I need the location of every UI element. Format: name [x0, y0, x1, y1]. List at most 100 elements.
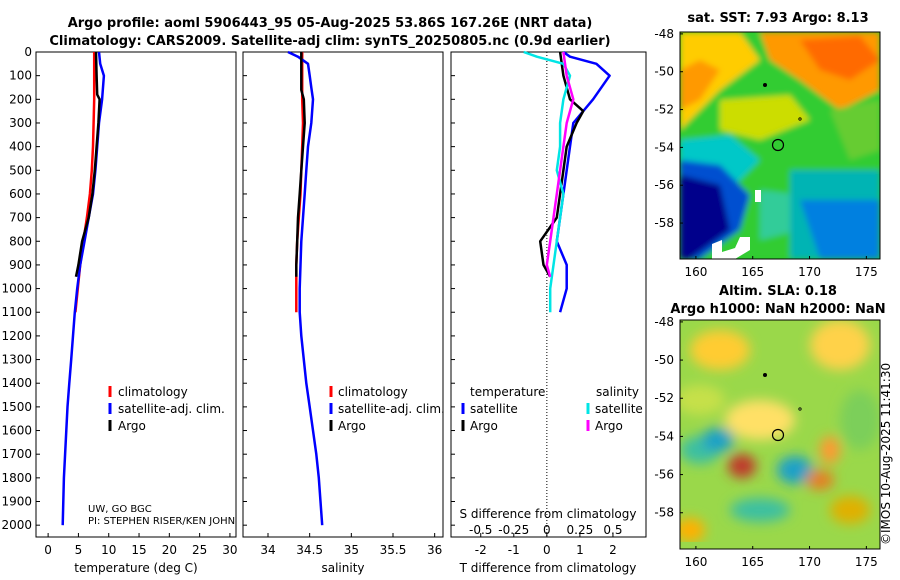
- depth-tick-label: 1700: [1, 447, 32, 461]
- latitude-tick-label: -56: [654, 178, 674, 192]
- x-tick-label: 30: [222, 543, 237, 557]
- legend-label-sal-satellite: satellite: [595, 402, 643, 416]
- s-difference-tick-label: -0.25: [498, 523, 529, 537]
- s-difference-xlabel: S difference from climatology: [460, 507, 637, 521]
- legend-title-salinity: salinity: [596, 385, 639, 399]
- x-tick-label: 10: [101, 543, 116, 557]
- legend-label-climatology: climatology: [338, 385, 408, 399]
- salinity-series: [287, 50, 324, 526]
- latitude-tick-label: -56: [654, 468, 674, 482]
- x-tick-label: 25: [192, 543, 207, 557]
- longitude-tick-label: 160: [684, 265, 707, 279]
- sla-island-marker: [763, 373, 767, 377]
- sla-map-frame: [679, 319, 881, 550]
- x-tick-label: 35.5: [380, 543, 407, 557]
- x-tick-label: 1: [576, 543, 584, 557]
- latitude-tick-label: -52: [654, 103, 674, 117]
- legend-label-temp-satellite: satellite: [470, 402, 518, 416]
- longitude-tick-label: 165: [741, 555, 764, 569]
- depth-tick-label: 500: [9, 163, 32, 177]
- figure-title-line1: Argo profile: aoml 5906443_95 05-Aug-202…: [68, 16, 593, 31]
- salinity-xlabel: salinity: [321, 561, 364, 575]
- difference-legend: temperature salinity satellite Argo sate…: [461, 385, 643, 433]
- temperature-xlabel: temperature (deg C): [74, 561, 197, 575]
- latitude-tick-label: -54: [654, 429, 674, 443]
- s-difference-tick-label: 0.5: [603, 523, 622, 537]
- s-difference-x-axis: -0.5 -0.25 0 0.25 0.5: [469, 523, 622, 537]
- sst-map-longitude-axis: 160 165 170 175: [684, 256, 878, 279]
- series-line-temperature-satellite: [555, 50, 611, 313]
- legend-title-temperature: temperature: [470, 385, 545, 399]
- sla-map-title-line1: Altim. SLA: 0.18: [719, 284, 837, 299]
- latitude-tick-label: -58: [654, 216, 674, 230]
- x-tick-label: 5: [75, 543, 83, 557]
- depth-tick-label: 400: [9, 140, 32, 154]
- depth-tick-label: 1000: [1, 282, 32, 296]
- depth-tick-label: 1900: [1, 495, 32, 509]
- x-tick-label: 34: [260, 543, 275, 557]
- credit-line1: UW, GO BGC: [88, 504, 152, 515]
- longitude-tick-label: 175: [855, 555, 878, 569]
- x-tick-label: 0: [543, 543, 551, 557]
- x-tick-label: 35: [344, 543, 359, 557]
- longitude-tick-label: 160: [684, 555, 707, 569]
- difference-series: [523, 50, 611, 313]
- temperature-series: [61, 51, 106, 526]
- legend-label-satellite: satellite-adj. clim.: [338, 402, 445, 416]
- depth-tick-label: 1300: [1, 353, 32, 367]
- depth-tick-label: 800: [9, 234, 32, 248]
- depth-tick-label: 700: [9, 211, 32, 225]
- latitude-tick-label: -48: [654, 27, 674, 41]
- salinity-legend: climatology satellite-adj. clim. Argo: [329, 385, 445, 433]
- sla-heatmap: [680, 320, 880, 549]
- sla-map-longitude-axis: 160 165 170 175: [684, 546, 878, 569]
- sst-map-title: sat. SST: 7.93 Argo: 8.13: [687, 11, 868, 26]
- sst-profile-marker: [771, 138, 785, 152]
- legend-label-satellite: satellite-adj. clim.: [118, 402, 225, 416]
- depth-axis: 0 100 200 300 400 500 600 700 800 900 1000 1100 1200…: [1, 45, 40, 532]
- t-difference-xlabel: T difference from climatology: [459, 561, 637, 575]
- t-difference-x-axis: -2 -1 0 1 2: [475, 533, 617, 557]
- depth-tick-label: 200: [9, 92, 32, 106]
- latitude-tick-label: -52: [654, 391, 674, 405]
- depth-tick-label: 1500: [1, 400, 32, 414]
- x-tick-label: 36: [427, 543, 442, 557]
- sst-map-panel: sat. SST: 7.93 Argo: 8.13: [654, 11, 881, 279]
- depth-tick-label: 1200: [1, 329, 32, 343]
- salinity-panel: 34 34.5 35 35.5 36 salinity climatology sate…: [242, 50, 445, 575]
- longitude-tick-label: 170: [798, 265, 821, 279]
- s-difference-tick-label: 0.25: [567, 523, 594, 537]
- depth-tick-label: 2000: [1, 518, 32, 532]
- series-line-argo: [295, 52, 306, 277]
- x-tick-label: 15: [131, 543, 146, 557]
- temperature-x-axis: 0 5 10 15 20 25 30: [44, 533, 238, 557]
- series-line-temperature-argo: [538, 51, 585, 278]
- sla-profile-marker: [771, 428, 785, 442]
- legend-label-argo: Argo: [338, 419, 366, 433]
- difference-panel: -2 -1 0 1 2 -0.5 -0.25 0 0.25 0.5 S difference f…: [450, 50, 647, 575]
- depth-tick-label: 0: [24, 45, 32, 59]
- depth-tick-label: 600: [9, 187, 32, 201]
- figure-title-line2: Climatology: CARS2009. Satellite-adj cli…: [49, 34, 610, 49]
- salinity-x-axis: 34 34.5 35 35.5 36: [260, 533, 442, 557]
- depth-tick-label: 1600: [1, 424, 32, 438]
- longitude-tick-label: 165: [741, 265, 764, 279]
- legend-label-sal-argo: Argo: [595, 419, 623, 433]
- difference-axes-frame: [450, 51, 647, 538]
- x-tick-label: -1: [508, 543, 520, 557]
- s-difference-tick-label: 0: [543, 523, 551, 537]
- series-line-argo: [74, 51, 101, 278]
- depth-tick-label: 1800: [1, 471, 32, 485]
- depth-tick-label: 900: [9, 258, 32, 272]
- imos-timestamp: ©IMOS 10-Aug-2025 11:41:30: [879, 363, 893, 545]
- depth-tick-label: 1400: [1, 376, 32, 390]
- temperature-legend: climatology satellite-adj. clim. Argo: [108, 385, 225, 433]
- sst-map-frame: [679, 31, 881, 260]
- sla-map-panel: Altim. SLA: 0.18 Argo h1000: NaN h2000: …: [654, 284, 885, 569]
- credit-line2: PI: STEPHEN RISER/KEN JOHN: [88, 516, 235, 527]
- x-tick-label: 0: [44, 543, 52, 557]
- latitude-tick-label: -54: [654, 140, 674, 154]
- longitude-tick-label: 170: [798, 555, 821, 569]
- temperature-axes-frame: [35, 51, 237, 538]
